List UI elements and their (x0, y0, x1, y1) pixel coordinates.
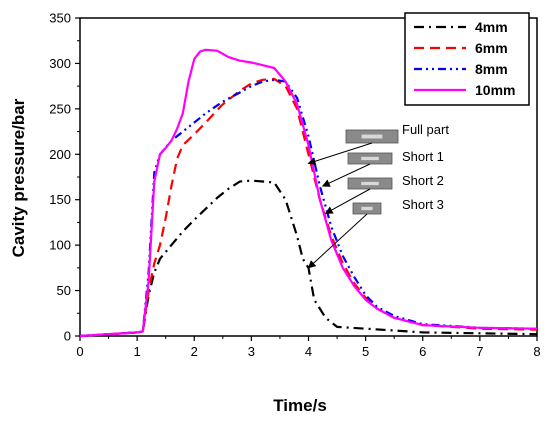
y-axis-title: Cavity pressure/bar (9, 98, 28, 257)
y-tick-label: 300 (49, 56, 71, 71)
legend-label: 8mm (475, 61, 508, 77)
annotation-label: Full part (402, 122, 449, 137)
annotation-layer: Full part Short 1 Short 2 Short 3 (307, 122, 449, 269)
x-axis-ticks: 0 1 2 3 4 5 6 7 8 (76, 336, 541, 359)
series-line-4mm (79, 179, 538, 338)
part-sample-detail (361, 181, 379, 186)
x-tick-label: 2 (191, 344, 198, 359)
series-line-6mm (79, 77, 538, 338)
y-tick-label: 250 (49, 101, 71, 116)
x-tick-label: 0 (76, 344, 83, 359)
legend: 4mm 6mm 8mm 10mm (404, 12, 530, 106)
y-tick-label: 200 (49, 147, 71, 162)
x-tick-label: 3 (248, 344, 255, 359)
x-axis-title: Time/s (273, 396, 327, 415)
part-sample-detail (361, 134, 383, 139)
x-tick-label: 1 (134, 344, 141, 359)
annotation-label: Short 3 (402, 197, 444, 212)
part-sample-detail (361, 206, 373, 211)
x-tick-label: 8 (533, 344, 540, 359)
x-tick-label: 7 (476, 344, 483, 359)
annotation-arrow (321, 163, 371, 187)
annotation-arrow (307, 213, 368, 269)
annotation-label: Short 2 (402, 173, 444, 188)
series-line-8mm (79, 78, 538, 338)
series-layer (79, 48, 538, 338)
series-line-10mm (79, 48, 538, 338)
x-tick-label: 4 (305, 344, 312, 359)
y-tick-label: 350 (49, 11, 71, 26)
legend-label: 4mm (475, 19, 508, 35)
legend-label: 10mm (475, 82, 515, 98)
annotation-label: Short 1 (402, 149, 444, 164)
y-axis-ticks: 0 50 100 150 200 250 300 350 (49, 11, 80, 344)
legend-label: 6mm (475, 40, 508, 56)
y-tick-label: 50 (57, 283, 71, 298)
annotation-arrow (324, 188, 371, 214)
x-tick-label: 5 (362, 344, 369, 359)
annotation-arrow (307, 142, 373, 166)
x-tick-label: 6 (419, 344, 426, 359)
y-tick-label: 150 (49, 192, 71, 207)
part-sample-detail (361, 156, 379, 161)
y-tick-label: 0 (64, 329, 71, 344)
y-tick-label: 100 (49, 238, 71, 253)
